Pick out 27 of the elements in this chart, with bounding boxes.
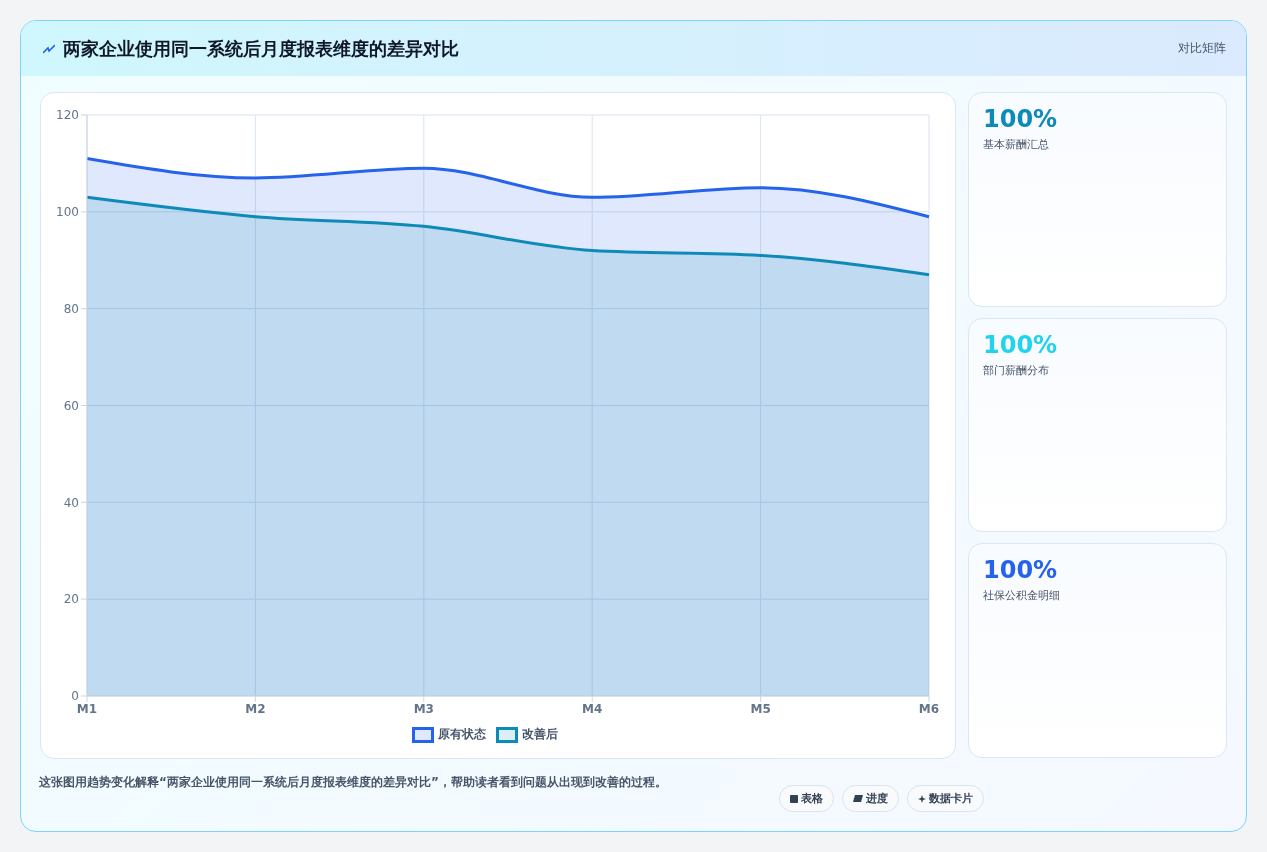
y-tick-label: 40 [63, 495, 79, 510]
x-tick-label: M5 [750, 701, 771, 716]
x-tick-label: M2 [245, 701, 266, 716]
text: 100% [983, 330, 1058, 359]
chart-title: 两家企业使用同一系统后月度报表维度的差异对比 [63, 36, 459, 61]
x-tick-label: M4 [582, 701, 603, 716]
text: 100% [983, 105, 1058, 133]
x-tick-label: M6 [918, 701, 940, 716]
y-tick-label: 120 [56, 108, 79, 123]
x-tick-label: M1 [76, 701, 98, 716]
text: 对比矩阵 [1178, 40, 1226, 57]
category-label: 基本薪酬汇总 [983, 137, 1050, 152]
legend-label: 改善后 [521, 726, 558, 743]
x-tick-label: M3 [413, 701, 434, 716]
text: 表格 [779, 785, 834, 812]
y-tick-label: 60 [63, 398, 79, 413]
legend-label: 原有状态 [437, 726, 486, 743]
category-label: 社保公积金明细 [983, 588, 1061, 604]
y-tick-label: 0 [71, 689, 79, 704]
category-label: 部门薪酬分布 [983, 362, 1050, 378]
y-tick-label: 80 [63, 301, 79, 316]
text: 这张图用趋势变化解释“两家企业使用同一系统后月度报表维度的差异对比”，帮助读者看到问题从出现到改善的过程。 [39, 774, 668, 791]
text: 100% [983, 556, 1058, 585]
y-tick-label: 100 [56, 205, 79, 220]
y-tick-label: 20 [63, 592, 79, 607]
text: 数据卡片 [907, 785, 984, 812]
text: 进度 [842, 785, 899, 812]
